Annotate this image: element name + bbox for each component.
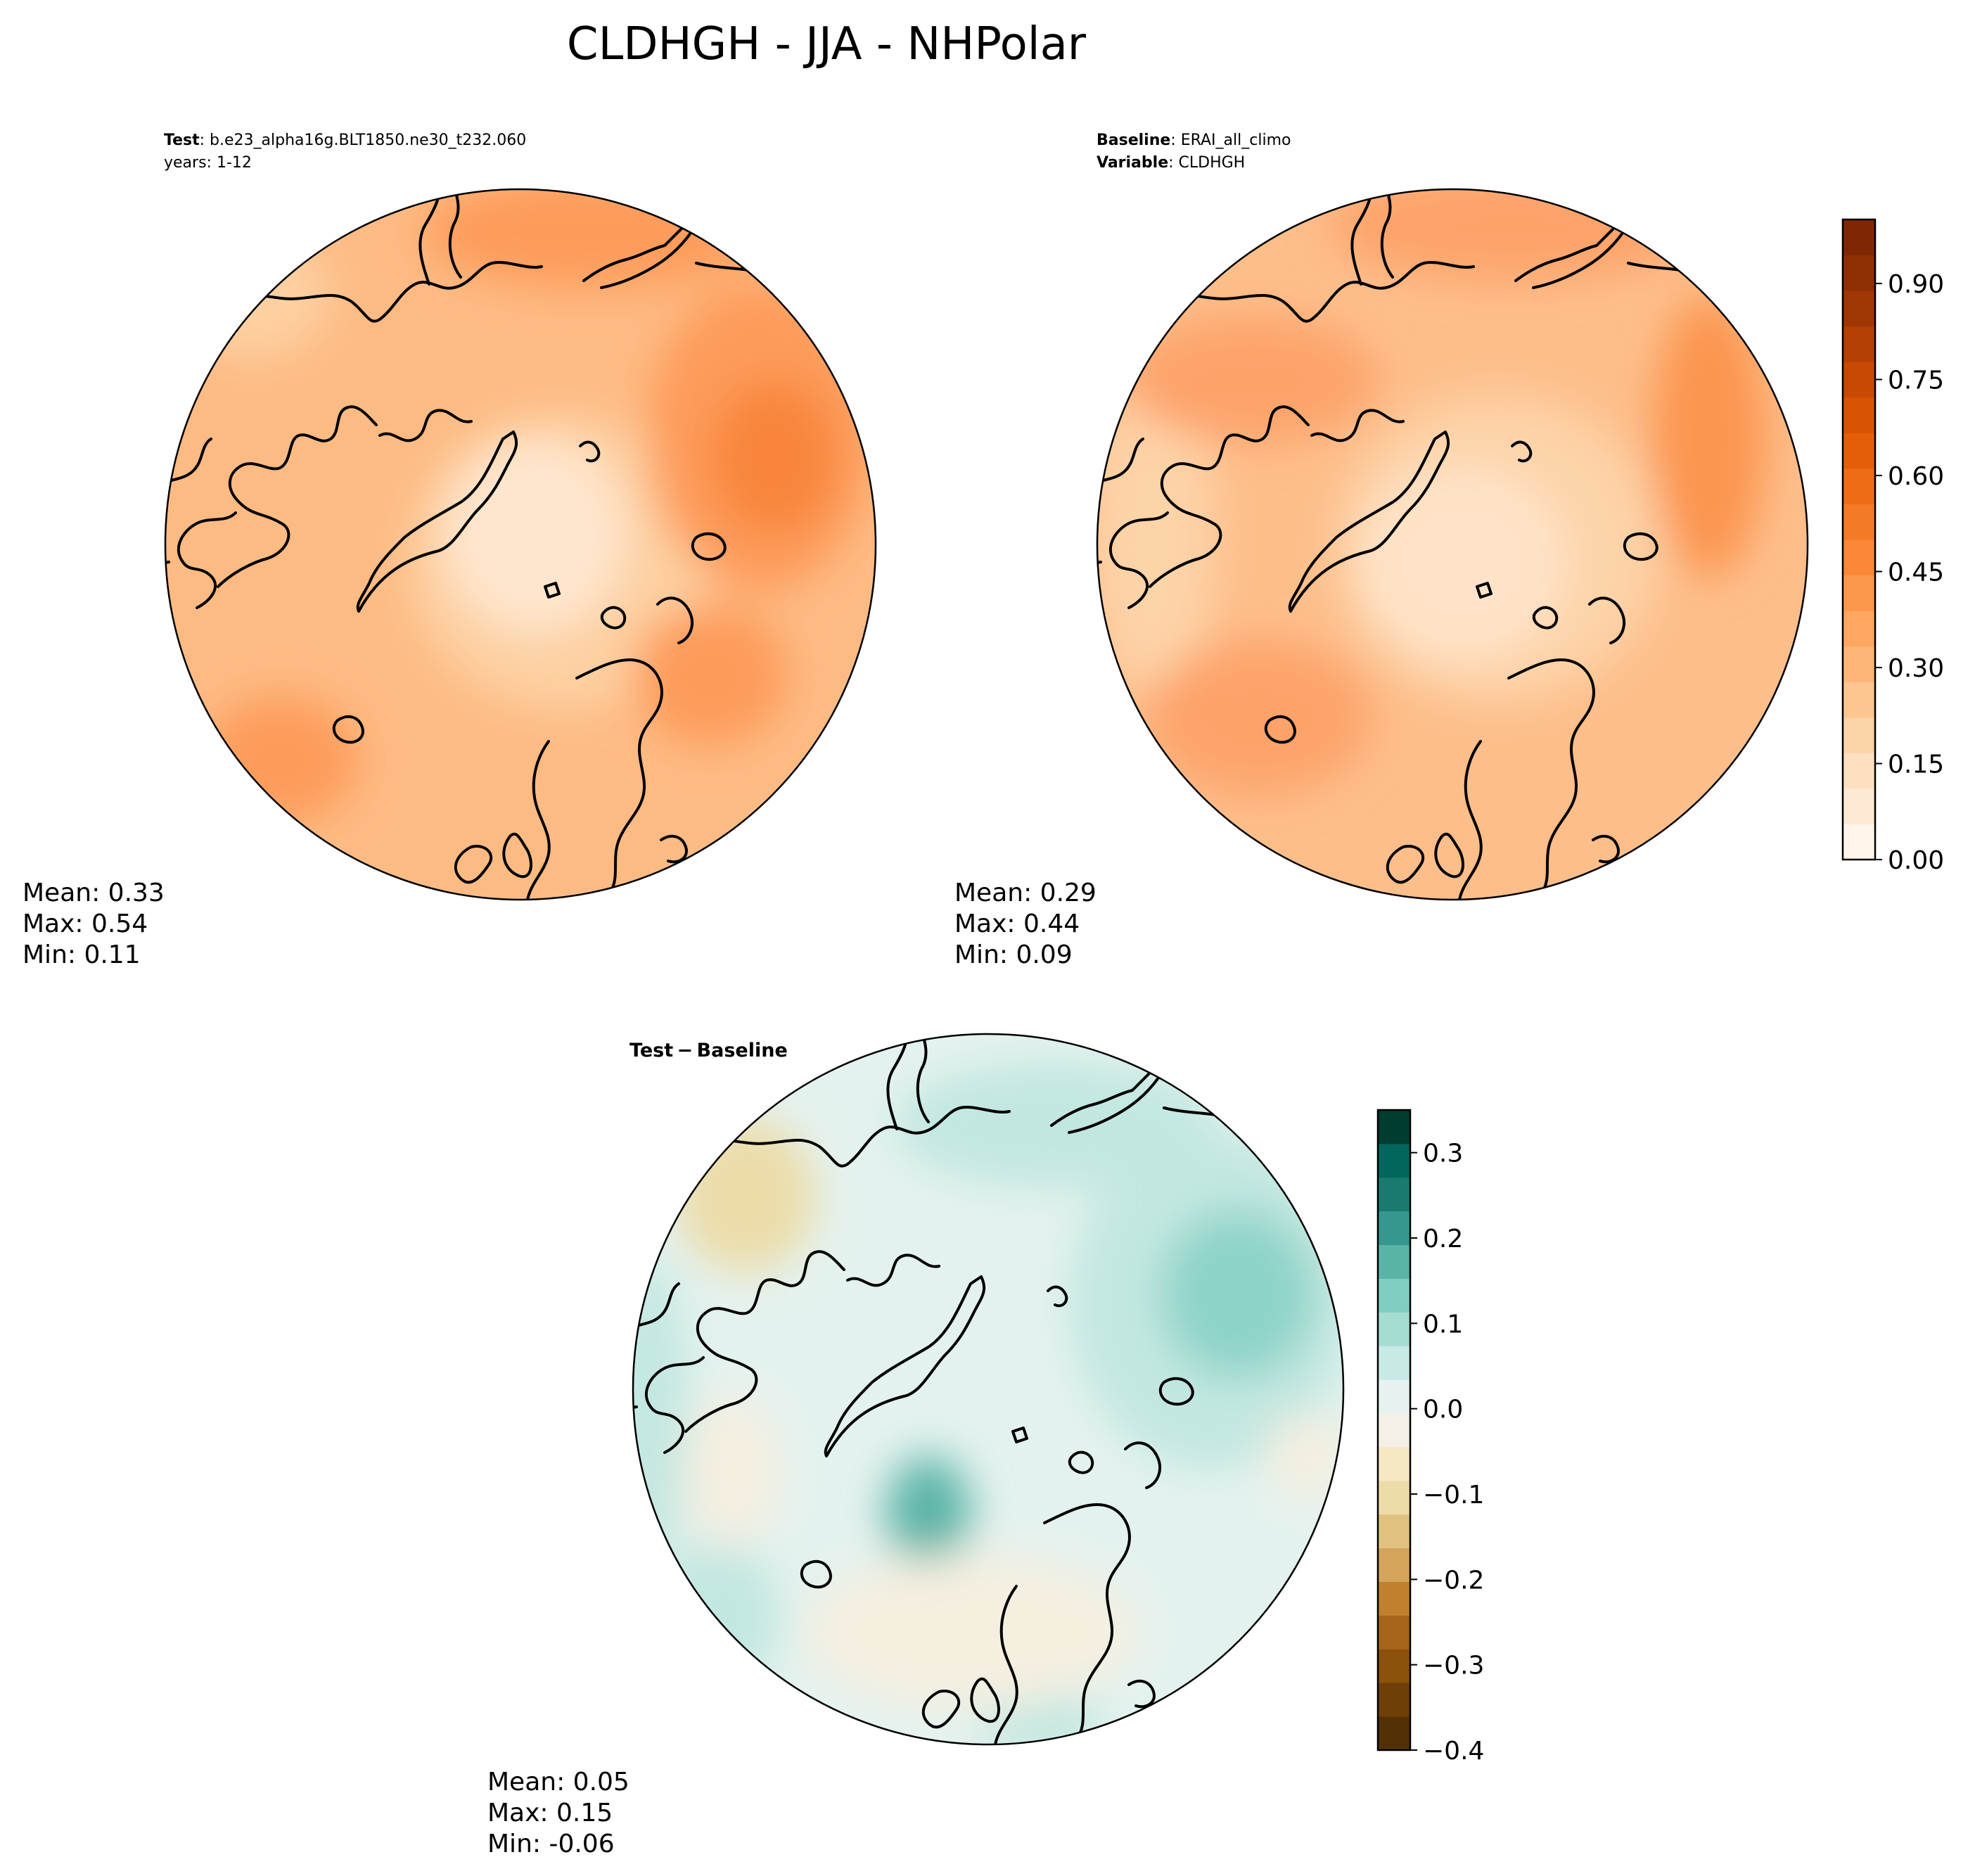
cloud-colorbar-segment <box>1843 326 1875 362</box>
diff-colorbar-tick-label: −0.1 <box>1423 1481 1484 1510</box>
baseline-map <box>1097 189 1808 900</box>
cloud-colorbar-segment <box>1843 433 1875 469</box>
diff-colorbar-tick-label: −0.3 <box>1423 1652 1484 1680</box>
diff-colorbar-tick-label: 0.3 <box>1423 1140 1463 1168</box>
baseline-map-contour <box>1653 295 1765 577</box>
baseline-map-contour <box>1097 373 1217 696</box>
cloud-colorbar-tick-label: 0.90 <box>1888 270 1944 299</box>
test-panel: Test: b.e23_alpha16g.BLT1850.ne30_t232.0… <box>23 132 877 969</box>
test-mean: Mean: 0.33 <box>23 879 165 907</box>
diff-colorbar-segment <box>1378 1716 1410 1751</box>
baseline-map-contour <box>1357 464 1568 661</box>
test-map <box>165 189 876 900</box>
diff-colorbar-segment <box>1378 1346 1410 1380</box>
diff-colorbar-segment <box>1378 1244 1410 1279</box>
diff-label: Test − Baseline <box>629 1040 788 1061</box>
cloud-colorbar-segment <box>1843 504 1875 540</box>
diff-colorbar-segment <box>1378 1480 1410 1515</box>
diff-max: Max: 0.15 <box>487 1799 613 1827</box>
diff-colorbar-segment <box>1378 1278 1410 1313</box>
cloud-colorbar-segment <box>1843 468 1875 504</box>
baseline-max: Max: 0.44 <box>954 910 1080 938</box>
diff-map-contour <box>1161 1210 1315 1379</box>
cloud-colorbar-segment <box>1843 753 1875 789</box>
cloud-colorbar-tick-label: 0.30 <box>1888 654 1944 683</box>
baseline-map-contour <box>1146 640 1372 795</box>
cloud-colorbar-segment <box>1843 788 1875 824</box>
baseline-mean: Mean: 0.29 <box>954 879 1097 907</box>
cloud-colorbar-segment <box>1843 717 1875 753</box>
cloud-colorbar-segment <box>1843 397 1875 433</box>
diff-map-contour <box>682 1393 781 1548</box>
test-map-contour <box>176 232 331 359</box>
baseline-label: Baseline: ERAI_all_climo <box>1097 132 1291 149</box>
diff-colorbar-tick-label: 0.2 <box>1423 1225 1463 1253</box>
diff-colorbar-segment <box>1378 1514 1410 1549</box>
baseline-map-contour <box>1125 317 1379 443</box>
diff-colorbar-segment <box>1378 1548 1410 1583</box>
test-max: Max: 0.54 <box>23 910 148 938</box>
cloud-colorbar-segment <box>1843 255 1875 291</box>
cloud-colorbar-segment <box>1843 611 1875 647</box>
cloud-colorbar-segment <box>1843 540 1875 576</box>
diff-colorbar-segment <box>1378 1581 1410 1616</box>
test-min: Min: 0.11 <box>23 940 141 969</box>
baseline-min: Min: 0.09 <box>954 940 1073 969</box>
diff-map-contour <box>802 1555 1139 1709</box>
cloud-colorbar-segment <box>1843 575 1875 611</box>
diff-colorbar-tick-label: −0.2 <box>1423 1566 1484 1595</box>
test-label: Test: b.e23_alpha16g.BLT1850.ne30_t232.0… <box>164 132 526 149</box>
cloud-colorbar-segment <box>1843 362 1875 398</box>
diff-colorbar-segment <box>1378 1413 1410 1448</box>
diff-colorbar: 0.3 0.2 0.1 0.0 −0.1 −0.2 −0.3 −0.4 <box>1376 1109 1484 1766</box>
baseline-variable: Variable: CLDHGH <box>1097 154 1245 172</box>
cloud-colorbar-tick-label: 0.00 <box>1888 846 1944 875</box>
diff-map <box>633 1034 1343 1744</box>
cloud-colorbar-segment <box>1843 219 1875 256</box>
cloud-colorbar: 0.00 0.15 0.30 0.45 0.60 0.75 0.90 <box>1841 218 1944 875</box>
test-map-contour <box>710 380 837 535</box>
cloud-colorbar-segment <box>1843 291 1875 327</box>
diff-colorbar-tick-label: −0.4 <box>1423 1737 1484 1766</box>
diff-min: Min: -0.06 <box>487 1830 615 1858</box>
test-map-contour <box>204 696 359 823</box>
diff-colorbar-tick-label: 0.1 <box>1423 1310 1463 1339</box>
cloud-colorbar-segment <box>1843 824 1875 860</box>
diff-map-contour <box>886 1456 971 1569</box>
test-map-contour <box>633 605 788 746</box>
diff-map-contour <box>893 1062 1217 1189</box>
diff-colorbar-segment <box>1378 1379 1410 1414</box>
cloud-colorbar-tick-label: 0.15 <box>1888 751 1944 779</box>
diff-colorbar-segment <box>1378 1615 1410 1650</box>
cloud-colorbar-tick-label: 0.60 <box>1888 462 1944 491</box>
baseline-panel: Baseline: ERAI_all_climo Variable: CLDHG… <box>954 132 1809 969</box>
cloud-colorbar-tick-label: 0.75 <box>1888 366 1944 395</box>
diff-colorbar-segment <box>1378 1211 1410 1246</box>
diff-map-contour <box>1266 1414 1343 1498</box>
cloud-colorbar-segment <box>1843 682 1875 718</box>
cloud-colorbar-segment <box>1843 646 1875 682</box>
figure-title: CLDHGH - JJA - NHPolar <box>567 18 1087 70</box>
diff-colorbar-segment <box>1378 1177 1410 1212</box>
diff-colorbar-segment <box>1378 1649 1410 1683</box>
cloud-colorbar-tick-label: 0.45 <box>1888 559 1944 587</box>
diff-colorbar-segment <box>1378 1446 1410 1481</box>
diff-colorbar-segment <box>1378 1143 1410 1178</box>
test-years: years: 1-12 <box>164 154 252 172</box>
diff-map-contour <box>633 1259 689 1569</box>
diff-panel: Test − Baseline Mean: 0.05 Max: 0.15 Min… <box>487 1033 1345 1858</box>
diff-colorbar-segment <box>1378 1312 1410 1346</box>
diff-colorbar-tick-label: 0.0 <box>1423 1396 1463 1424</box>
diff-colorbar-segment <box>1378 1110 1410 1144</box>
diff-colorbar-segment <box>1378 1683 1410 1717</box>
test-map-contour <box>443 436 626 633</box>
diff-mean: Mean: 0.05 <box>487 1768 629 1797</box>
